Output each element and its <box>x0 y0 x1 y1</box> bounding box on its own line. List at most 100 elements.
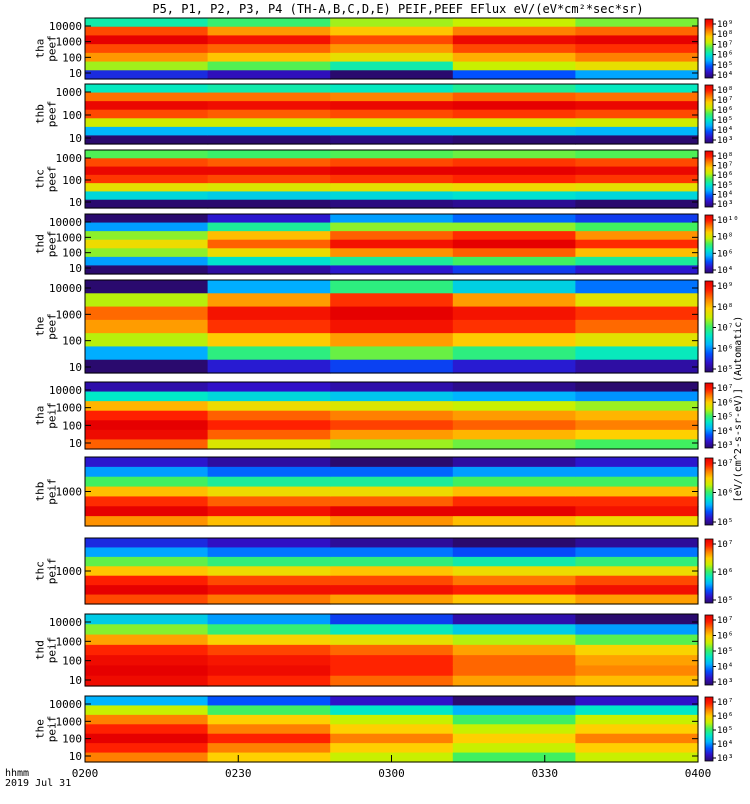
spectrogram-cell <box>207 166 331 176</box>
spectrogram-cell <box>575 92 699 102</box>
colorbar <box>704 538 714 604</box>
spectrogram-cell <box>85 439 209 450</box>
spectrogram-cell <box>452 265 576 275</box>
spectrogram-cell <box>330 496 454 507</box>
spectrogram-cell <box>575 675 699 687</box>
spectrogram-cell <box>330 109 454 119</box>
colorbar-tick-label: 10⁷ <box>717 324 733 334</box>
spectrogram-cell <box>575 655 699 667</box>
panel-label: thdpeef <box>33 231 58 258</box>
spectrogram-cell <box>207 239 331 249</box>
panel-label-line: thd <box>33 640 46 660</box>
colorbar-tick-label: 10⁶ <box>717 489 733 499</box>
spectrogram-cell <box>207 61 331 71</box>
spectrogram-cell <box>330 634 454 646</box>
spectrogram-cell <box>452 401 576 412</box>
spectrogram-cell <box>575 733 699 744</box>
spectrogram-cell <box>452 696 576 707</box>
spectrogram-cell <box>452 346 576 361</box>
spectrogram-cell <box>452 585 576 596</box>
spectrogram-cell <box>207 665 331 677</box>
spectrogram-cell <box>452 466 576 478</box>
spectrogram-cell <box>207 634 331 646</box>
spectrogram-cell <box>207 150 331 159</box>
spectrogram-cell <box>330 214 454 224</box>
spectrogram-cell <box>85 429 209 441</box>
colorbar-tick-label: 10⁴ <box>717 71 733 81</box>
spectrogram-cell <box>85 52 209 63</box>
spectrogram-cell <box>575 265 699 275</box>
spectrogram-cell <box>330 594 454 605</box>
spectrogram-cell <box>85 585 209 596</box>
y-tick-label: 1000 <box>56 152 83 165</box>
spectrogram-cell <box>207 696 331 707</box>
spectrogram-cell <box>575 391 699 402</box>
spectrogram-cell <box>330 644 454 656</box>
spectrogram-cell <box>207 214 331 224</box>
spectrogram-cell <box>452 743 576 754</box>
spectrogram-cell <box>207 44 331 54</box>
spectrogram-cell <box>575 44 699 54</box>
colorbar <box>704 696 714 762</box>
spectrogram-cell <box>575 126 699 137</box>
spectrogram-cell <box>330 743 454 754</box>
x-tick-label: 0300 <box>378 767 405 780</box>
spectrogram-cell <box>207 18 331 28</box>
spectrogram-cell <box>330 231 454 241</box>
spectrogram-cell <box>575 158 699 168</box>
spectrogram-cell <box>207 538 331 549</box>
y-tick-label: 100 <box>62 51 82 64</box>
spectrogram-cell <box>207 547 331 558</box>
spectrogram-cell <box>452 359 576 374</box>
colorbar-tick-label: 10⁷ <box>717 459 733 469</box>
colorbar-tick-label: 10⁵ <box>717 518 733 528</box>
spectrogram-cell <box>207 516 331 527</box>
colorbar-tick-label: 10⁸ <box>717 152 733 162</box>
spectrogram-cell <box>452 714 576 725</box>
spectrogram-cell <box>330 624 454 636</box>
spectrogram-cell <box>85 391 209 402</box>
spectrogram-cell <box>85 191 209 201</box>
spectrogram-cell <box>452 429 576 441</box>
spectrogram-cell <box>85 158 209 168</box>
spectrogram-cell <box>207 306 331 321</box>
spectrogram-cell <box>207 319 331 334</box>
colorbar-tick-label: 10⁴ <box>717 190 733 200</box>
colorbar-tick-label: 10⁷ <box>717 162 733 172</box>
spectrogram-cell <box>575 18 699 28</box>
spectrogram-cell <box>575 214 699 224</box>
panel-label-line: peef <box>45 231 58 258</box>
spectrogram-cell <box>452 476 576 488</box>
y-tick-label: 10 <box>69 67 82 80</box>
spectrogram-cell <box>575 109 699 119</box>
spectrogram-cell <box>85 724 209 735</box>
colorbar-tick-label: 10³ <box>717 678 733 688</box>
spectrogram-cell <box>207 92 331 102</box>
spectrogram-cell <box>452 516 576 527</box>
spectrogram-cell <box>207 420 331 431</box>
colorbar-tick-label: 10⁵ <box>717 116 733 126</box>
panel-frame <box>84 149 699 209</box>
x-tick-label: 0400 <box>685 767 712 780</box>
spectrogram-cell <box>330 166 454 176</box>
spectrogram-cell <box>85 306 209 321</box>
spectrogram-cell <box>207 496 331 507</box>
spectrogram-cell <box>575 346 699 361</box>
spectrogram-cell <box>452 52 576 63</box>
spectrogram-cell <box>207 439 331 450</box>
spectrogram-cell <box>330 575 454 586</box>
spectrogram-cell <box>452 566 576 577</box>
panel-frame <box>84 381 699 450</box>
panel-label: thbpeef <box>33 101 58 128</box>
spectrogram-cell <box>207 265 331 275</box>
colorbar <box>704 214 714 274</box>
spectrogram-cell <box>452 644 576 656</box>
spectrogram-cell <box>85 109 209 119</box>
spectrogram-cell <box>452 199 576 209</box>
panel-the_peef: 10 100 1000 10000 thepeef 10⁵ 10⁶ 10⁷ 10⁸ 10⁹ <box>33 279 733 375</box>
spectrogram-cell <box>85 705 209 716</box>
spectrogram-cell <box>575 547 699 558</box>
x-tick-label: 0230 <box>225 767 252 780</box>
y-tick-label: 1000 <box>56 308 83 321</box>
